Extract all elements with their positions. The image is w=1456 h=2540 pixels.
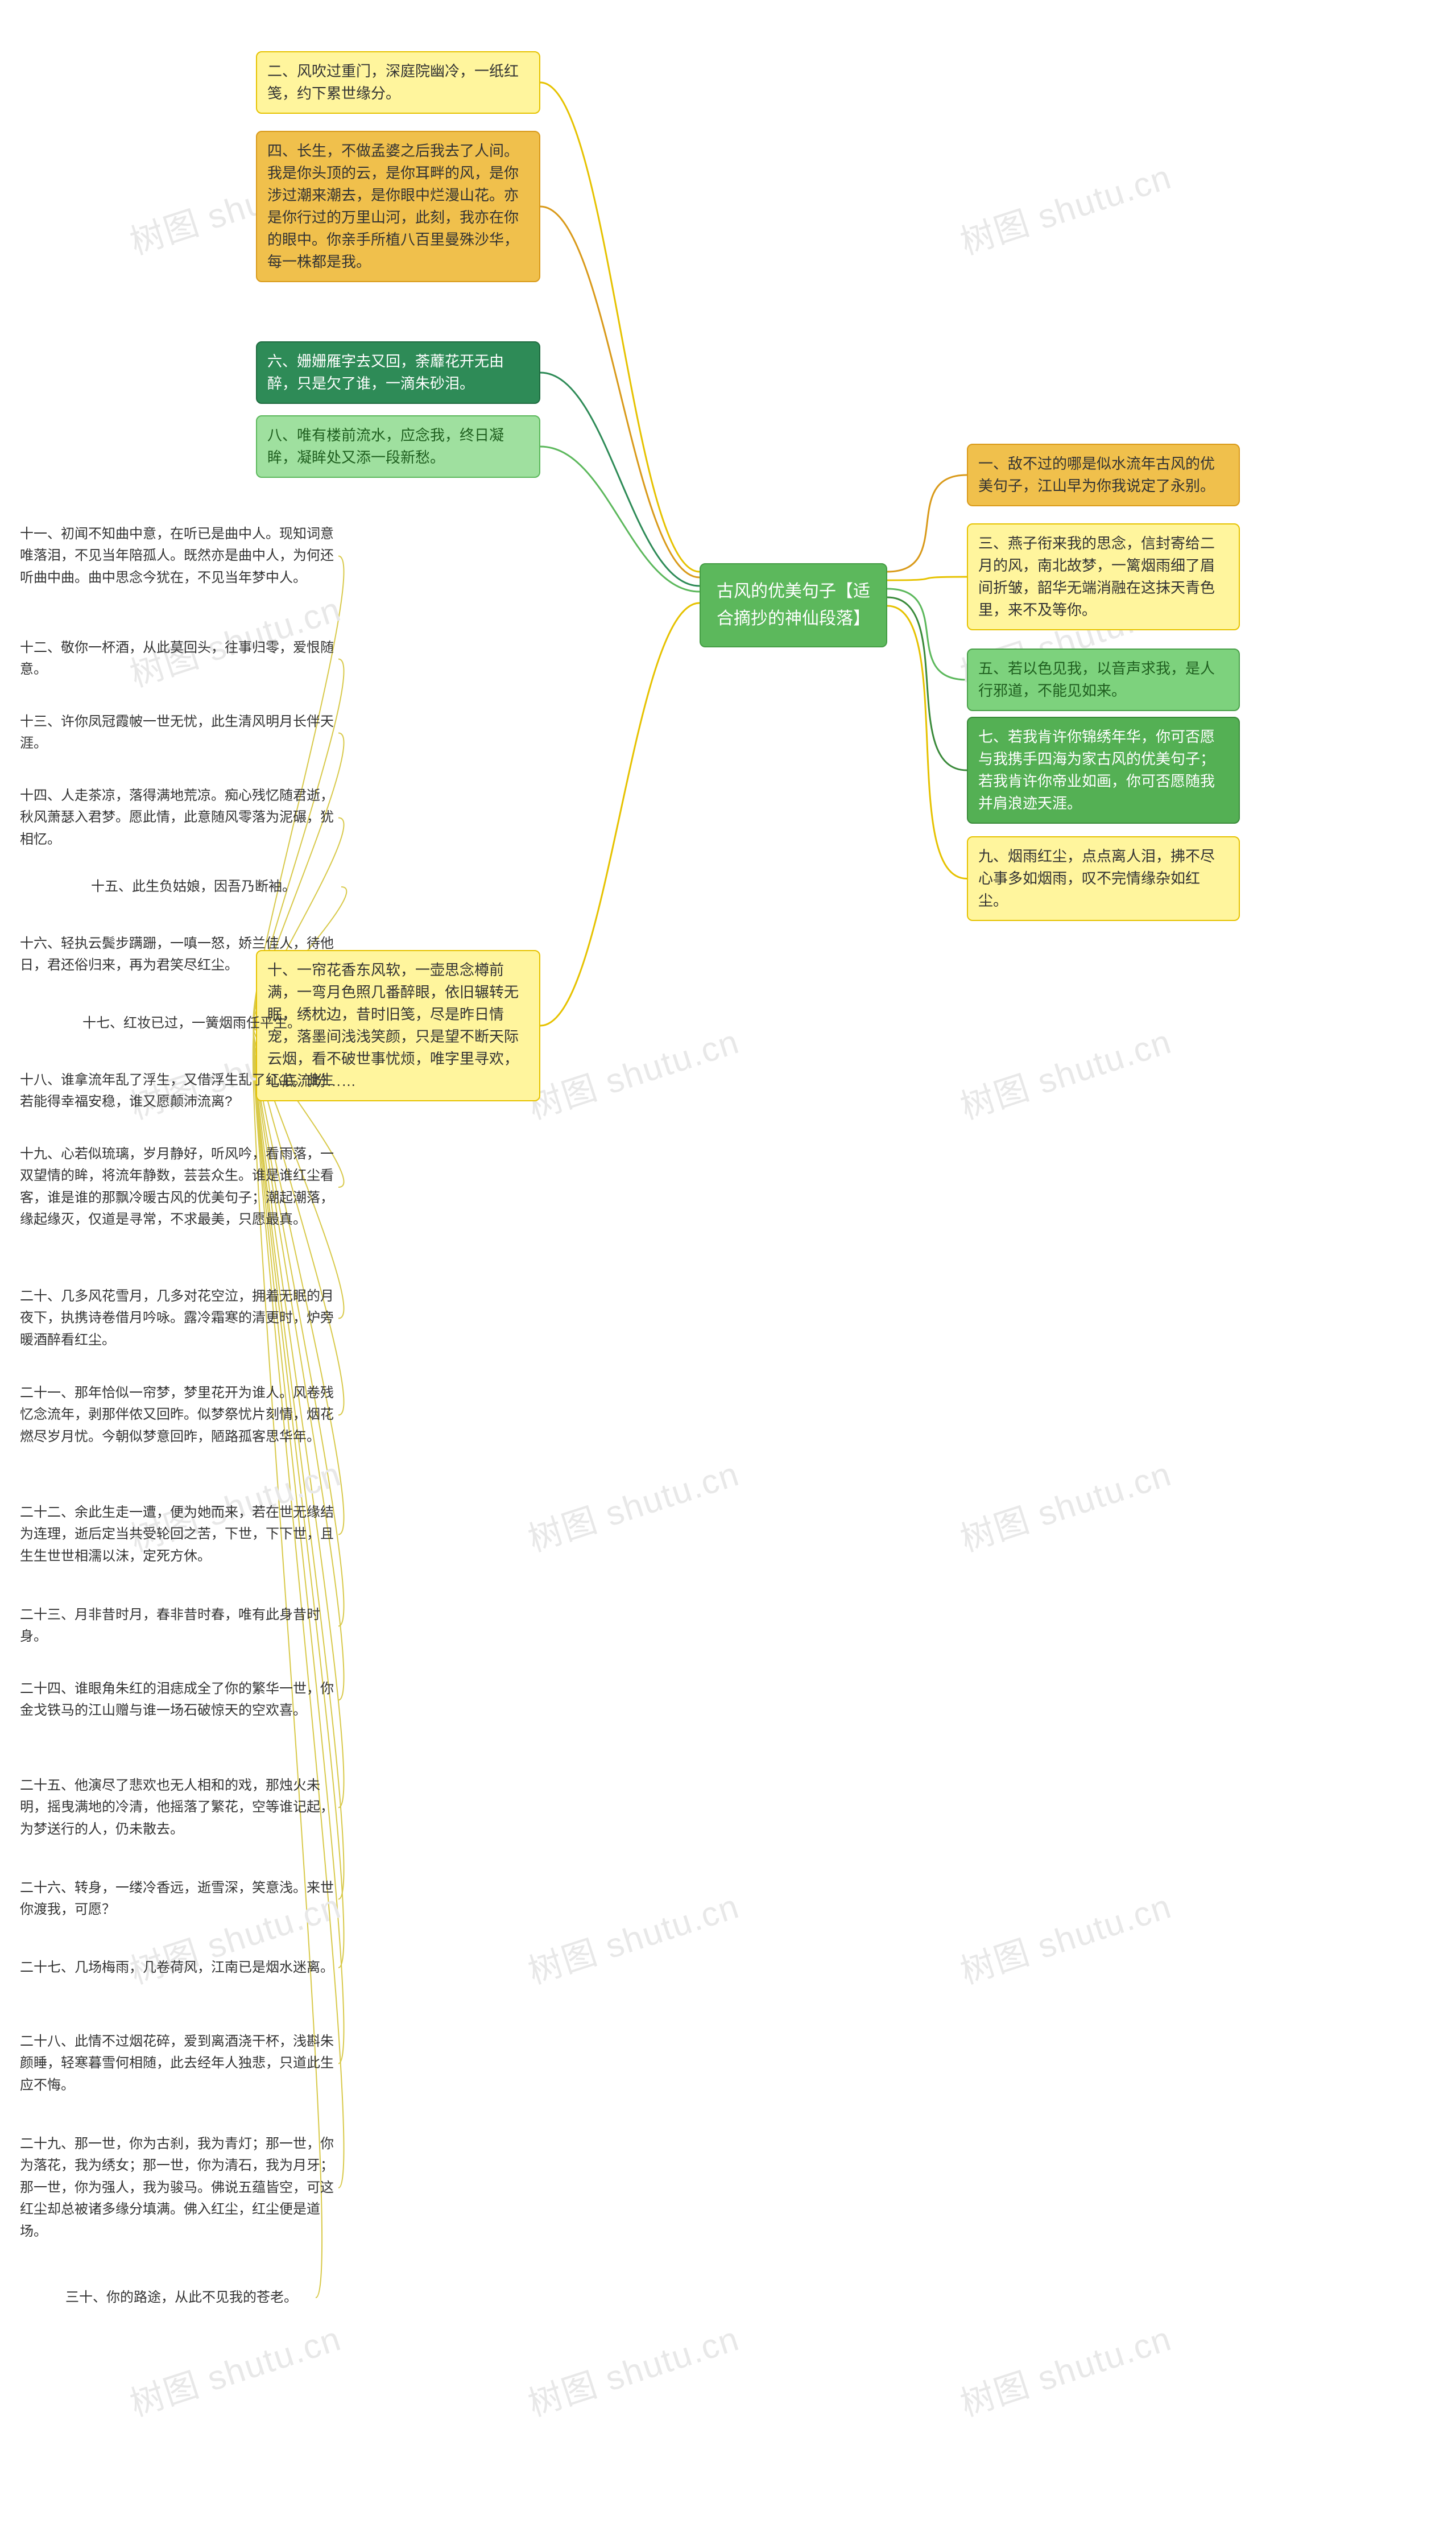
branch-node: 八、唯有楼前流水，应念我，终日凝眸，凝眸处又添一段新愁。 [256,415,540,478]
leaf-node: 十四、人走茶凉，落得满地荒凉。痴心残忆随君逝，秋风萧瑟入君梦。愿此情，此意随风零… [20,785,338,850]
watermark: 树图 shutu.cn [521,1447,745,1562]
connector [887,475,967,572]
branch-node: 四、长生，不做孟婆之后我去了人间。我是你头顶的云，是你耳畔的风，是你涉过潮来潮去… [256,131,540,282]
leaf-node: 二十八、此情不过烟花碎，爱到离酒浇干杯，浅斟朱颜睡，轻寒暮雪何相随，此去经年人独… [20,2031,338,2096]
connector [887,606,967,879]
leaf-node: 十三、许你凤冠霞帔一世无忧，此生清风明月长伴天涯。 [20,711,338,755]
watermark: 树图 shutu.cn [521,1879,745,1994]
leaf-node: 三十、你的路途，从此不见我的苍老。 [65,2287,316,2308]
leaf-node: 十九、心若似琉璃，岁月静好，听风吟，看雨落，一双望情的眸，将流年静数，芸芸众生。… [20,1143,338,1231]
leaf-node: 二十、几多风花雪月，几多对花空泣，拥着无眠的月夜下，执携诗卷借月吟咏。露冷霜寒的… [20,1286,338,1351]
leaf-node: 十五、此生负姑娘，因吾乃断袖。 [91,876,341,898]
leaf-node: 二十四、谁眼角朱红的泪痣成全了你的繁华一世，你金戈铁马的江山赠与谁一场石破惊天的… [20,1678,338,1722]
branch-node: 一、敌不过的哪是似水流年古风的优美句子，江山早为你我说定了永别。 [967,444,1240,506]
watermark: 树图 shutu.cn [953,1014,1177,1129]
watermark: 树图 shutu.cn [953,1447,1177,1562]
connector [887,577,967,580]
watermark: 树图 shutu.cn [953,2311,1177,2426]
connector [540,447,700,592]
root-label: 古风的优美句子【适合摘抄的神仙段落】 [717,582,870,628]
leaf-node: 二十九、那一世，你为古刹，我为青灯；那一世，你为落花，我为绣女；那一世，你为清石… [20,2133,338,2242]
leaf-node: 二十五、他演尽了悲欢也无人相和的戏，那烛火未明，摇曳满地的冷清，他摇落了繁花，空… [20,1775,338,1840]
watermark: 树图 shutu.cn [521,1014,745,1129]
watermark: 树图 shutu.cn [123,2311,347,2426]
leaf-node: 二十一、那年恰似一帘梦，梦里花开为谁人。风卷残忆念流年，剥那伴侬又回昨。似梦祭忧… [20,1382,338,1448]
connector [540,206,700,577]
branch-node: 九、烟雨红尘，点点离人泪，拂不尽心事多如烟雨，叹不完情缘杂如红尘。 [967,836,1240,921]
leaf-node: 十七、红妆已过，一簧烟雨任平生。 [82,1013,333,1034]
leaf-node: 十一、初闻不知曲中意，在听已是曲中人。现知词意唯落泪，不见当年陪孤人。既然亦是曲… [20,523,338,589]
connector [540,603,700,1026]
branch-node: 三、燕子衔来我的思念，信封寄给二月的风，南北故梦，一篱烟雨细了眉间折皱，韶华无端… [967,523,1240,630]
branch-node: 五、若以色见我，以音声求我，是人行邪道，不能见如来。 [967,649,1240,711]
leaf-node: 二十二、余此生走一遭，便为她而来，若在世无缘结为连理，逝后定当共受轮回之苦，下世… [20,1502,338,1567]
branch-node: 六、姗姗雁字去又回，荼蘼花开无由醉，只是欠了谁，一滴朱砂泪。 [256,341,540,404]
root-node: 古风的优美句子【适合摘抄的神仙段落】 [700,563,887,647]
connector [540,82,700,572]
leaf-node: 二十三、月非昔时月，春非昔时春，唯有此身昔时身。 [20,1604,338,1648]
watermark: 树图 shutu.cn [953,1879,1177,1994]
connector [887,589,967,680]
leaf-node: 二十七、几场梅雨，几卷荷风，江南已是烟水迷离。 [20,1957,338,1979]
leaf-node: 十六、轻执云鬓步蹒跚，一嗔一怒，娇兰佳人，待他日，君还俗归来，再为君笑尽红尘。 [20,933,338,977]
branch-node: 七、若我肯许你锦绣年华，你可否愿与我携手四海为家古风的优美句子；若我肯许你帝业如… [967,717,1240,824]
connector [887,597,967,770]
leaf-node: 二十六、转身，一缕冷香远，逝雪深，笑意浅。来世你渡我，可愿？ [20,1877,338,1921]
watermark: 树图 shutu.cn [521,2311,745,2426]
watermark: 树图 shutu.cn [953,150,1177,265]
leaf-node: 十二、敬你一杯酒，从此莫回头，往事归零，爱恨随意。 [20,637,338,681]
connector [540,373,700,586]
leaf-node: 十八、谁拿流年乱了浮生，又借浮生乱了红尘。此生若能得幸福安稳，谁又愿颠沛流离? [20,1069,338,1113]
connector [254,1026,344,1700]
branch-node: 二、风吹过重门，深庭院幽冷，一纸红笺，约下累世缘分。 [256,51,540,114]
